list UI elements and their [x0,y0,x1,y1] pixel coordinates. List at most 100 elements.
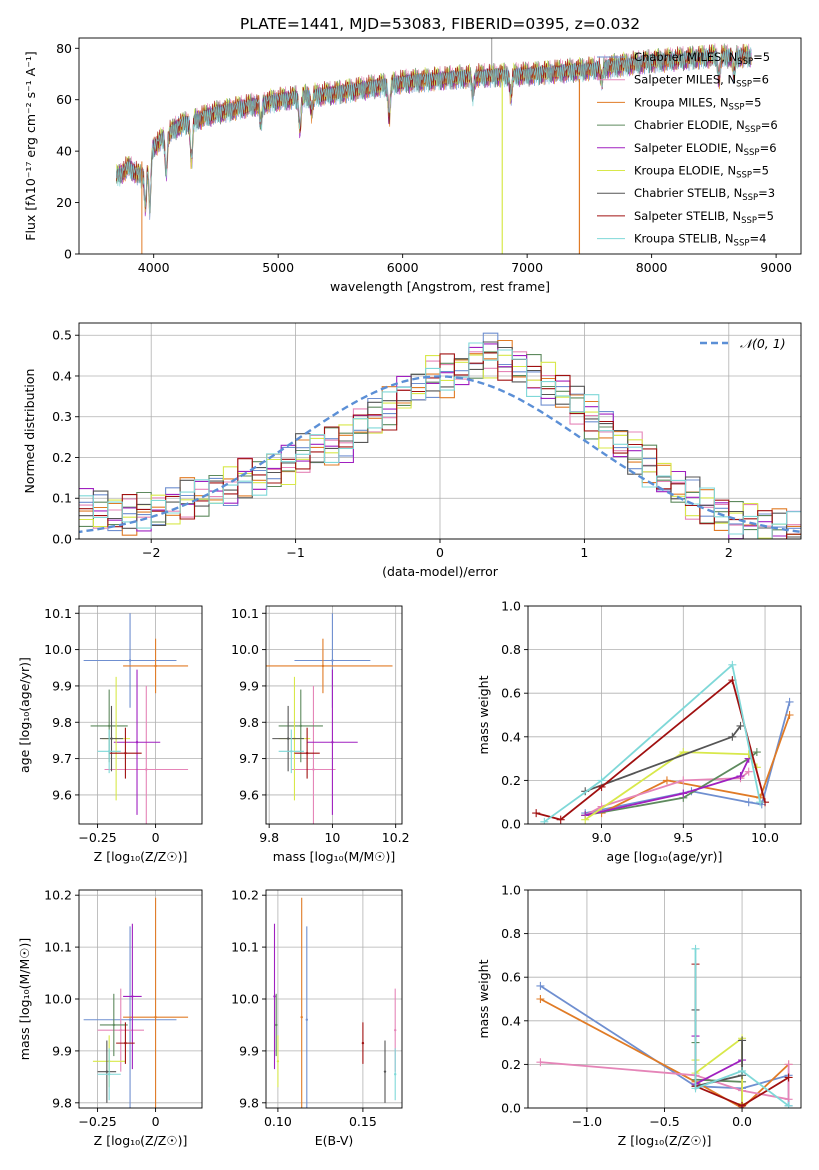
data-point [124,751,127,755]
x-tick-label: 0.15 [349,1114,377,1129]
y-tick-label: 9.9 [239,1043,259,1058]
data-point [286,737,290,740]
y-tick-label: 0.0 [52,532,72,547]
y-tick-label: 1.0 [501,883,521,898]
data-point [128,1018,132,1021]
weight-line [694,1036,743,1104]
age_vs_Z-xlabel: Z [log₁₀(Z/Z☉)] [94,849,188,864]
weight-marker [679,789,688,798]
weight-marker [744,767,753,776]
data-point [154,1015,157,1019]
weight-marker [597,776,606,785]
age_vs_Z-plot-area [83,613,189,824]
residuals-ylabel: Normed distribution [22,369,37,494]
x-tick-label: 0 [152,1114,160,1129]
data-point [361,1041,365,1045]
weight-marker [691,1084,700,1093]
mass_vs_Z-ylabel: mass [log₁₀(M/M☉)] [17,938,32,1060]
spectrum-frame [78,37,802,255]
y-tick-label: 9.7 [239,751,259,766]
y-tick-label: 0.2 [501,773,521,788]
x-tick-label: −0.5 [649,1114,679,1129]
y-tick-label: 1.0 [501,599,521,614]
data-point [394,1073,397,1076]
data-point [105,1070,109,1073]
y-tick-label: 40 [56,144,72,159]
y-tick-label: 0.6 [501,686,521,701]
data-point [107,724,111,728]
data-point [275,1023,278,1027]
spectrum-axes: Chabrier MILES, NSSP=5 Salpeter MILES, NS… [23,37,802,294]
age_vs_Z-axes: −0.25 0 9.6 9.7 9.8 9.9 10.0 10.1 Z [log₁₀(Z/Z☉)… [17,605,203,864]
legend-label: Salpeter MILES, NSSP=6 [634,73,769,90]
histogram-series [79,352,801,539]
residuals-xlabel: (data-model)/error [382,564,499,579]
age_vs_Z-frame [78,605,203,825]
y-tick-label: 0.4 [501,1013,521,1028]
weights_vs_Z-ylabel: mass weight [476,959,491,1038]
weight-marker [784,1101,793,1108]
y-tick-label: 9.8 [52,1095,72,1110]
weight-marker [728,660,737,669]
weights_vs_Z-plot-area [536,944,793,1108]
y-tick-label: 9.9 [52,1043,72,1058]
y-tick-label: 10.2 [231,888,259,903]
weights_vs_Z-axes: −1.0 −0.5 0.0 0.0 0.2 0.4 0.6 0.8 1.0 Z [log₁₀(Z/… [476,883,802,1148]
x-tick-label: 10 [324,830,340,845]
x-tick-label: −0.25 [78,1114,116,1129]
legend-label: Salpeter ELODIE, NSSP=6 [634,141,777,158]
y-tick-label: 0.8 [501,926,521,941]
data-point [112,1023,116,1027]
y-tick-label: 60 [56,92,72,107]
weights_vs_Z-xlabel: Z [log₁₀(Z/Z☉)] [618,1133,712,1148]
weight-marker [784,1060,793,1069]
x-tick-label: 2 [725,545,733,560]
y-tick-label: 0 [64,247,72,262]
y-tick-label: 0.6 [501,970,521,985]
legend-label: Chabrier ELODIE, NSSP=6 [634,118,778,135]
legend-label: Kroupa STELIB, NSSP=4 [634,232,766,249]
x-tick-label: 1 [580,545,588,560]
y-tick-label: 0.4 [52,368,72,383]
x-tick-label: 10.0 [751,830,779,845]
weight-marker [784,1073,793,1082]
weight-marker [536,995,545,1003]
weight-marker [785,711,794,719]
weight-marker [691,944,700,953]
weights_vs_age-plot-area [532,660,794,824]
y-tick-label: 10.0 [231,992,259,1007]
legend-label: Salpeter STELIB, NSSP=5 [634,209,774,226]
legend-label: Chabrier MILES, NSSP=5 [634,50,770,67]
data-point [305,1018,308,1021]
y-tick-label: 9.7 [52,751,72,766]
y-tick-label: 0.2 [52,450,72,465]
weights_vs_age-ylabel: mass weight [476,675,491,754]
mass_vs_ebv-axes: 0.10 0.15 9.8 9.9 10.0 10.1 10.2 E(B-V) [231,888,403,1148]
weight-marker [752,748,761,757]
y-tick-label: 0.2 [501,1057,521,1072]
x-tick-label: 0 [152,830,160,845]
x-tick-label: 0.0 [732,1114,752,1129]
weight-marker [540,817,549,824]
x-tick-label: 9.5 [673,830,693,845]
weight-line [694,948,790,1107]
data-point [312,768,315,771]
weights_vs_age-frame [527,605,802,825]
data-point [331,659,334,662]
y-tick-label: 9.8 [52,715,72,730]
y-tick-label: 9.8 [239,1095,259,1110]
weight-marker [744,798,753,807]
mass_vs_Z-axes: −0.25 0 9.8 9.9 10.0 10.1 10.2 Z [log₁₀(Z/Z☉)] m… [17,888,203,1148]
y-tick-label: 9.9 [52,678,72,693]
data-point [119,1028,122,1032]
y-tick-label: 0.0 [501,817,521,832]
x-tick-label: −0.25 [78,830,116,845]
data-point [154,664,157,668]
weight-marker [785,697,794,706]
age_vs_mass-frame [265,605,403,825]
spectrum-line [115,43,752,214]
x-tick-label: 9000 [760,260,792,275]
data-point [394,1028,397,1032]
y-tick-label: 10.1 [231,606,259,621]
